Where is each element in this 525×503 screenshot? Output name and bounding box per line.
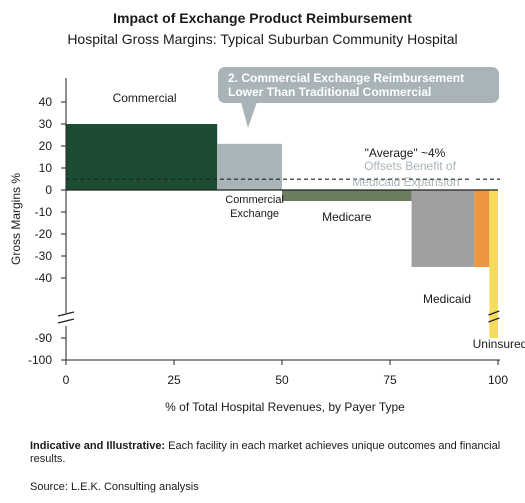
bar-segment-4 <box>474 190 490 267</box>
y-tick-label: -10 <box>35 205 53 219</box>
y-tick-label: -100 <box>28 353 52 367</box>
x-tick-label: 50 <box>275 373 289 387</box>
average-label: "Average" ~4% <box>365 146 446 160</box>
y-tick-label: 30 <box>39 117 53 131</box>
y-tick-label: 40 <box>39 95 53 109</box>
y-axis-break-mark-1 <box>57 311 75 317</box>
bar-medicare <box>282 190 412 201</box>
footer-note: Indicative and Illustrative: Each facili… <box>30 440 510 466</box>
bar-break-mark-1 <box>488 310 500 316</box>
label-commercial-exchange-line2: Exchange <box>230 208 279 220</box>
chart-subtitle: Hospital Gross Margins: Typical Suburban… <box>67 31 458 47</box>
bar-uninsured <box>489 190 498 338</box>
bar-medicaid <box>411 190 475 267</box>
y-tick-label: -30 <box>35 249 53 263</box>
label-commercial-exchange-line1: Commercial <box>225 194 284 206</box>
y-tick-label: 0 <box>45 183 52 197</box>
bar-break-mark-2 <box>488 317 500 323</box>
y-tick-label: -90 <box>35 331 53 345</box>
label-uninsured: Uninsured <box>473 337 525 351</box>
label-medicare: Medicare <box>322 210 372 224</box>
callout-pointer <box>241 102 257 128</box>
x-tick-label: 25 <box>167 373 181 387</box>
bar-commercial-exchange <box>217 143 282 190</box>
label-commercial: Commercial <box>113 91 177 105</box>
footer-note-text: Each facility in each market achieves un… <box>30 440 501 465</box>
y-tick-label: 10 <box>39 161 53 175</box>
y-tick-label: -40 <box>35 271 53 285</box>
x-axis-label: % of Total Hospital Revenues, by Payer T… <box>165 400 405 414</box>
bar-commercial <box>66 124 218 190</box>
callout-box <box>218 67 499 103</box>
callout-text-line1: 2. Commercial Exchange Reimbursement <box>228 71 464 85</box>
callout-text-line2: Lower Than Traditional Commercial <box>228 85 431 99</box>
footer-note-bold: Indicative and Illustrative: <box>30 440 166 452</box>
y-tick-label: 20 <box>39 139 53 153</box>
x-tick-label: 75 <box>383 373 397 387</box>
y-axis-break-mark-2 <box>57 318 75 324</box>
chart-title: Impact of Exchange Product Reimbursement <box>113 10 412 26</box>
x-tick-label: 100 <box>488 373 508 387</box>
label-medicaid: Medicaid <box>423 292 471 306</box>
y-axis-label: Gross Margins % <box>9 173 23 265</box>
x-tick-label: 0 <box>63 373 70 387</box>
offsets-label-line2: Medicaid Expansion <box>352 175 459 189</box>
source-note: Source: L.E.K. Consulting analysis <box>30 481 199 493</box>
offsets-label-line1: Offsets Benefit of <box>364 159 456 173</box>
y-tick-label: -20 <box>35 227 53 241</box>
